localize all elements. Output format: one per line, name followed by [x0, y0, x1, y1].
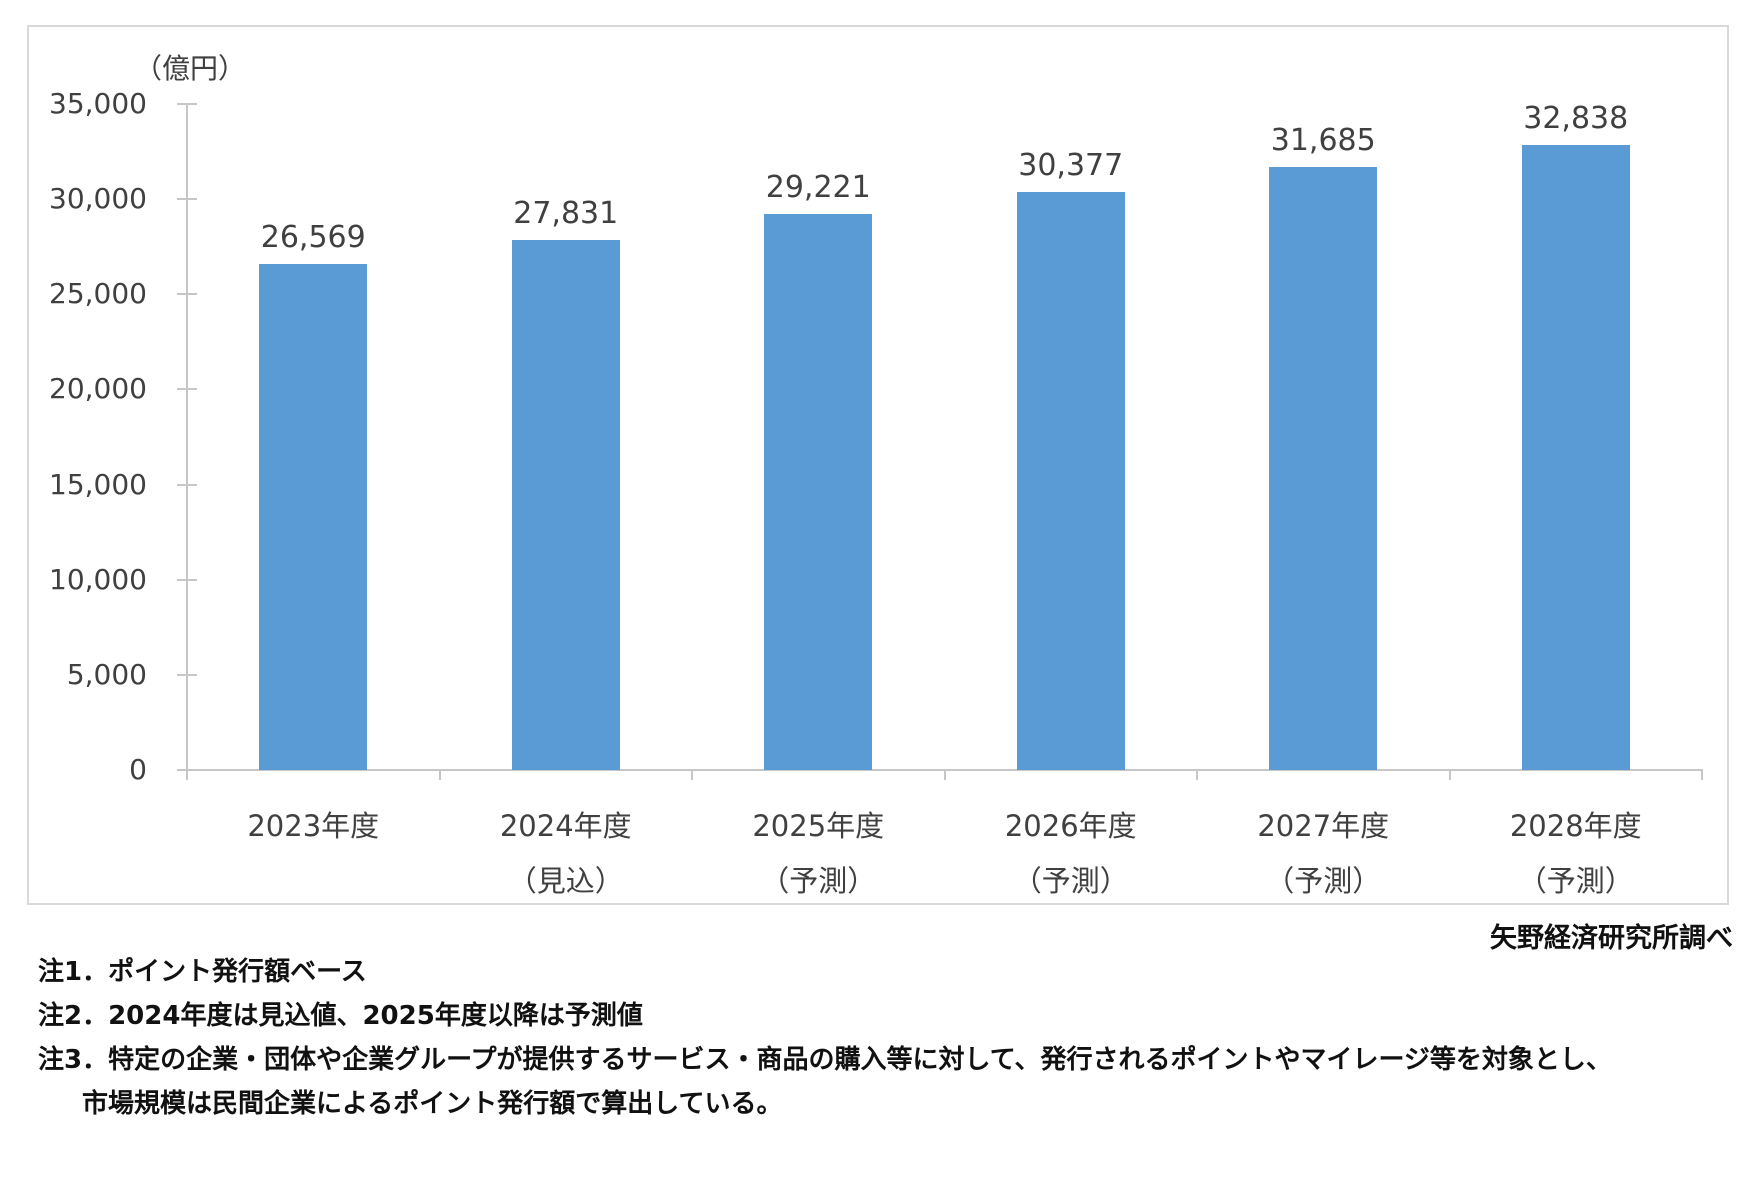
note-line: 注1．ポイント発行額ベース — [38, 957, 367, 987]
chart-frame: （億円） 0 5,000 10,000 15,000 20,000 25,000 30,00… — [27, 25, 1729, 905]
y-tick-mark — [177, 293, 197, 296]
y-tick-mark — [177, 578, 197, 581]
x-category-sublabel: （予測） — [1265, 864, 1382, 898]
y-tick-label: 0 — [129, 753, 147, 786]
bar-value-label: 26,569 — [260, 220, 366, 255]
y-axis-line — [186, 104, 188, 770]
y-tick-mark — [177, 673, 197, 676]
note-line: 市場規模は民間企業によるポイント発行額で算出している。 — [82, 1089, 783, 1119]
x-tick-mark — [943, 770, 946, 780]
x-category-sublabel: （見込） — [507, 864, 624, 898]
x-tick-mark — [1448, 770, 1451, 780]
x-tick-mark — [1196, 770, 1198, 780]
bar — [764, 214, 873, 770]
x-category-sublabel: （予測） — [1517, 864, 1634, 898]
bar-chart: 0 5,000 10,000 15,000 20,000 25,000 30,000 35,0… — [29, 27, 1727, 903]
x-tick-mark — [438, 770, 441, 780]
y-tick-mark — [177, 103, 197, 105]
source-attribution: 矢野経済研究所調べ — [1490, 923, 1733, 954]
note-line: 注2．2024年度は見込値、2025年度以降は予測値 — [38, 1001, 643, 1031]
bar-value-label: 32,838 — [1523, 101, 1629, 136]
bar — [1016, 192, 1125, 770]
y-tick-label: 15,000 — [49, 467, 147, 501]
y-axis-unit-label: （億円） — [133, 52, 246, 85]
y-tick-label: 25,000 — [49, 277, 147, 311]
y-tick-label: 5,000 — [66, 657, 147, 691]
y-tick-mark — [177, 483, 197, 486]
y-tick-mark — [177, 388, 197, 391]
bar-value-label: 30,377 — [1018, 148, 1124, 183]
x-tick-mark — [186, 770, 188, 780]
bar — [511, 240, 620, 770]
x-category-label: 2024年度 — [499, 809, 632, 843]
y-tick-label: 35,000 — [49, 87, 147, 120]
bar — [259, 264, 368, 770]
notes: 注1．ポイント発行額ベース注2．2024年度は見込値、2025年度以降は予測値注… — [38, 950, 1718, 1126]
y-tick-label: 10,000 — [49, 562, 147, 596]
x-category-sublabel: （予測） — [760, 864, 877, 898]
bar — [1521, 145, 1630, 770]
y-tick-mark — [177, 198, 197, 201]
x-tick-mark — [1701, 770, 1703, 780]
x-category-label: 2026年度 — [1004, 809, 1137, 843]
y-tick-label: 30,000 — [49, 182, 147, 216]
x-category-label: 2028年度 — [1509, 809, 1642, 843]
bar-value-label: 29,221 — [765, 170, 871, 205]
x-tick-mark — [691, 770, 693, 780]
bar-value-label: 31,685 — [1270, 123, 1376, 158]
x-category-label: 2027年度 — [1257, 809, 1390, 843]
note-line: 注3．特定の企業・団体や企業グループが提供するサービス・商品の購入等に対して、発… — [38, 1045, 1612, 1075]
bar-value-label: 27,831 — [513, 196, 619, 231]
x-category-label: 2023年度 — [247, 809, 380, 843]
bar — [1269, 167, 1378, 770]
x-category-sublabel: （予測） — [1012, 864, 1129, 898]
x-category-label: 2025年度 — [752, 809, 885, 843]
y-tick-label: 20,000 — [49, 372, 147, 406]
